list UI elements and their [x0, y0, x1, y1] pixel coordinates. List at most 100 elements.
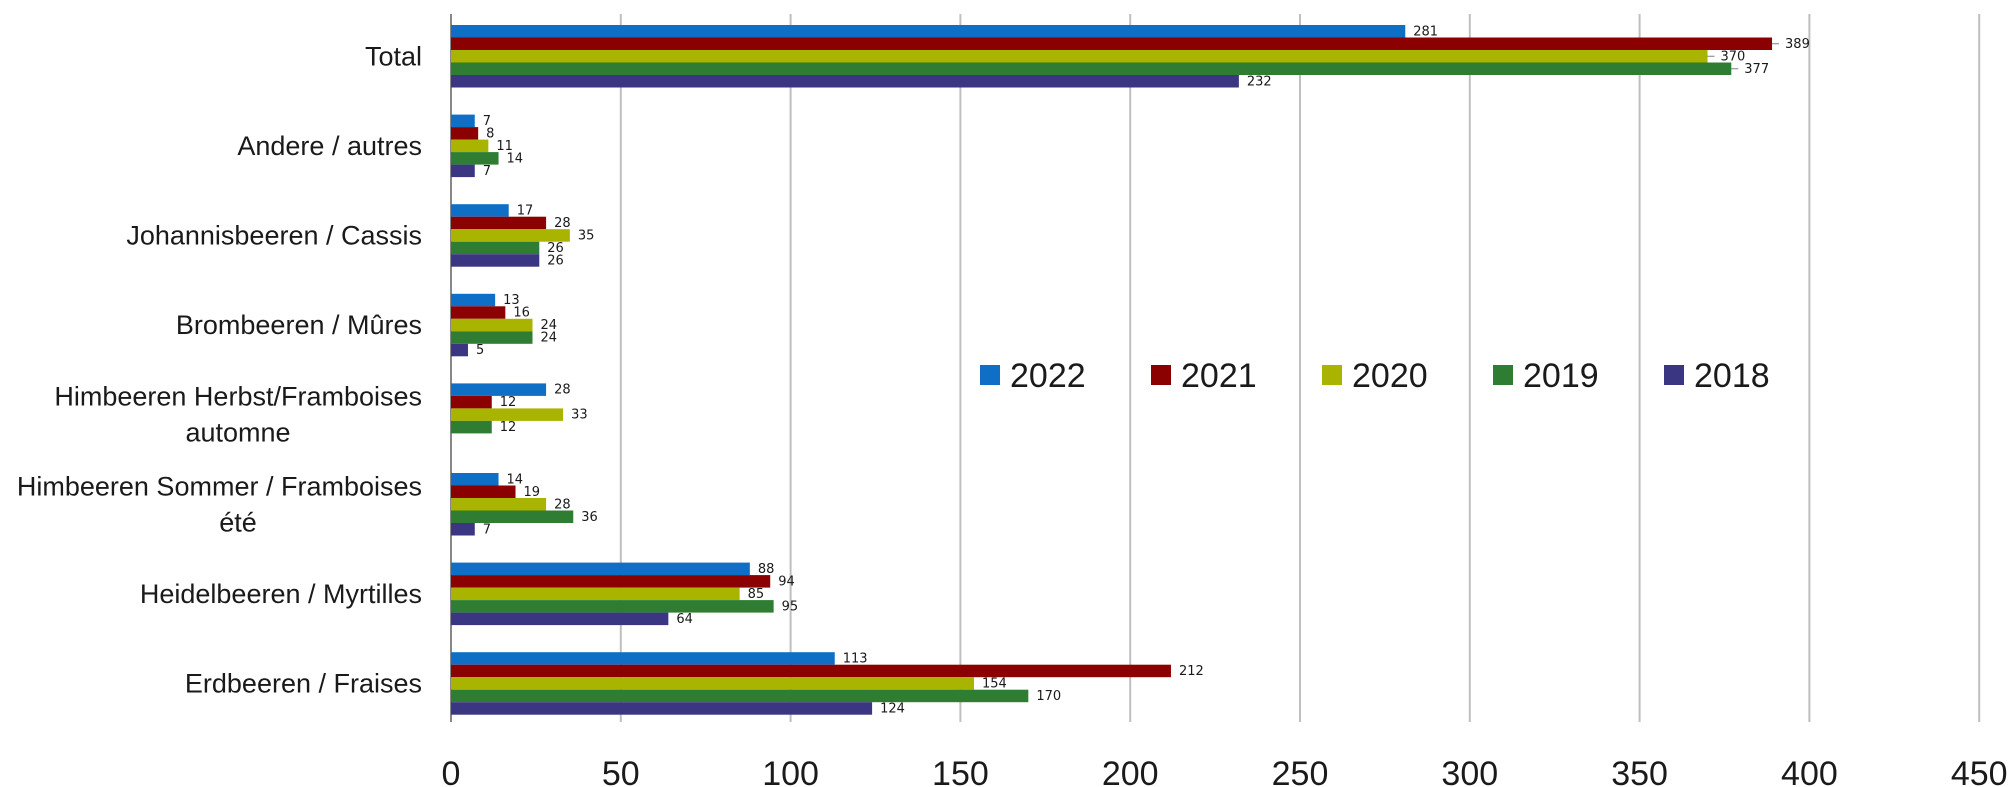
data-label-2020: 11 — [496, 139, 513, 154]
data-label-2021: 8 — [486, 126, 494, 141]
bar-2021 — [451, 306, 506, 319]
category-label: Heidelbeeren / Myrtilles — [140, 579, 422, 609]
category-label: Brombeeren / Mûres — [176, 310, 422, 340]
data-label-2018: 64 — [676, 612, 693, 627]
bar-2022 — [451, 293, 496, 307]
x-tick-label: 350 — [1611, 755, 1668, 787]
data-label-2020: 35 — [578, 228, 595, 243]
bar-2021 — [451, 664, 1171, 678]
data-label-2022: 88 — [758, 562, 775, 577]
bar-2019 — [451, 600, 774, 613]
data-label-2019: 12 — [500, 420, 517, 435]
category-label: Himbeeren Sommer / Framboises — [17, 471, 422, 501]
bars — [451, 25, 1773, 715]
data-label-2022: 113 — [843, 651, 868, 666]
bar-2018 — [451, 702, 873, 715]
data-label-2019: 36 — [581, 510, 598, 525]
bar-2022 — [451, 25, 1406, 38]
legend-label-2020: 2020 — [1352, 357, 1428, 395]
data-label-2019: 377 — [1744, 62, 1769, 77]
data-label-2019: 26 — [547, 241, 564, 256]
x-tick-label: 0 — [442, 755, 461, 787]
legend-label-2022: 2022 — [1010, 357, 1086, 395]
data-label-2018: 124 — [880, 701, 905, 716]
bar-2018 — [451, 75, 1239, 88]
data-label-2021: 16 — [513, 306, 530, 321]
data-label-2022: 17 — [517, 203, 534, 218]
bar-2020 — [451, 677, 974, 690]
bar-2019 — [451, 420, 492, 434]
data-label-2018: 7 — [483, 164, 491, 179]
bar-2020 — [451, 498, 547, 511]
bar-2019 — [451, 241, 540, 255]
bar-2022 — [451, 204, 509, 217]
bar-2018 — [451, 523, 475, 536]
bar-2021 — [451, 575, 771, 588]
bar-2020 — [451, 318, 533, 332]
data-label-2022: 14 — [507, 472, 524, 487]
bar-2018 — [451, 254, 540, 267]
data-label-2019: 170 — [1036, 689, 1061, 704]
legend: 2022 2021 2020 2019 2018 — [980, 357, 1770, 395]
bar-2020 — [451, 408, 564, 421]
bar-2018 — [451, 164, 475, 178]
data-label-2020: 24 — [541, 318, 558, 333]
category-label: Total — [365, 41, 422, 71]
bar-2018 — [451, 343, 468, 357]
data-label-2022: 7 — [483, 114, 491, 129]
data-label-2019: 24 — [541, 331, 558, 346]
x-tick-label: 400 — [1781, 755, 1838, 787]
bar-2020 — [451, 229, 570, 242]
category-label: Erdbeeren / Fraises — [185, 668, 422, 698]
bar-2022 — [451, 473, 499, 486]
bar-2020 — [451, 587, 740, 601]
x-tick-label: 50 — [602, 755, 640, 787]
data-label-2018: 232 — [1247, 74, 1272, 89]
bar-2020 — [451, 139, 489, 153]
bar-2021 — [451, 37, 1773, 50]
data-label-2022: 13 — [503, 293, 520, 308]
x-tick-label: 300 — [1441, 755, 1498, 787]
data-label-2019: 14 — [507, 151, 524, 166]
data-label-2018: 26 — [547, 253, 564, 268]
data-labels: 2813893703772327811147172835262613162424… — [476, 24, 1810, 716]
bar-2021 — [451, 127, 479, 140]
category-label: automne — [185, 418, 290, 448]
bar-2019 — [451, 689, 1029, 703]
data-label-2021: 212 — [1179, 664, 1204, 679]
legend-swatch-2020 — [1322, 365, 1342, 385]
x-tick-label: 450 — [1951, 755, 2008, 787]
bar-2021 — [451, 485, 516, 498]
category-label: Andere / autres — [237, 131, 422, 161]
category-labels: Total Andere / autres Johannisbeeren / Cas… — [17, 41, 422, 698]
data-label-2021: 94 — [778, 574, 795, 589]
legend-swatch-2018 — [1664, 365, 1684, 385]
legend-label-2018: 2018 — [1694, 357, 1770, 395]
bar-2022 — [451, 562, 750, 576]
x-tick-label: 200 — [1102, 755, 1159, 787]
data-label-2020: 370 — [1721, 49, 1746, 64]
legend-label-2021: 2021 — [1181, 357, 1257, 395]
bar-2022 — [451, 383, 547, 396]
category-label: Himbeeren Herbst/Framboises — [54, 382, 422, 412]
data-label-2021: 12 — [500, 395, 517, 410]
bar-2021 — [451, 395, 492, 409]
bar-2019 — [451, 331, 533, 344]
data-label-2020: 85 — [748, 587, 765, 602]
gridlines — [450, 14, 1981, 722]
data-label-2018: 5 — [476, 343, 484, 358]
category-label: Johannisbeeren / Cassis — [126, 220, 422, 250]
legend-swatch-2019 — [1493, 365, 1513, 385]
bar-2019 — [451, 510, 574, 523]
data-label-2020: 33 — [571, 408, 588, 423]
x-tick-label: 100 — [762, 755, 819, 787]
data-label-2021: 19 — [524, 485, 541, 500]
bar-2021 — [451, 216, 547, 230]
bar-2019 — [451, 62, 1732, 75]
bar-2020 — [451, 50, 1708, 63]
data-label-2021: 389 — [1785, 37, 1810, 52]
bar-2018 — [451, 612, 669, 626]
bar-2019 — [451, 152, 499, 165]
data-label-2021: 28 — [554, 216, 571, 231]
